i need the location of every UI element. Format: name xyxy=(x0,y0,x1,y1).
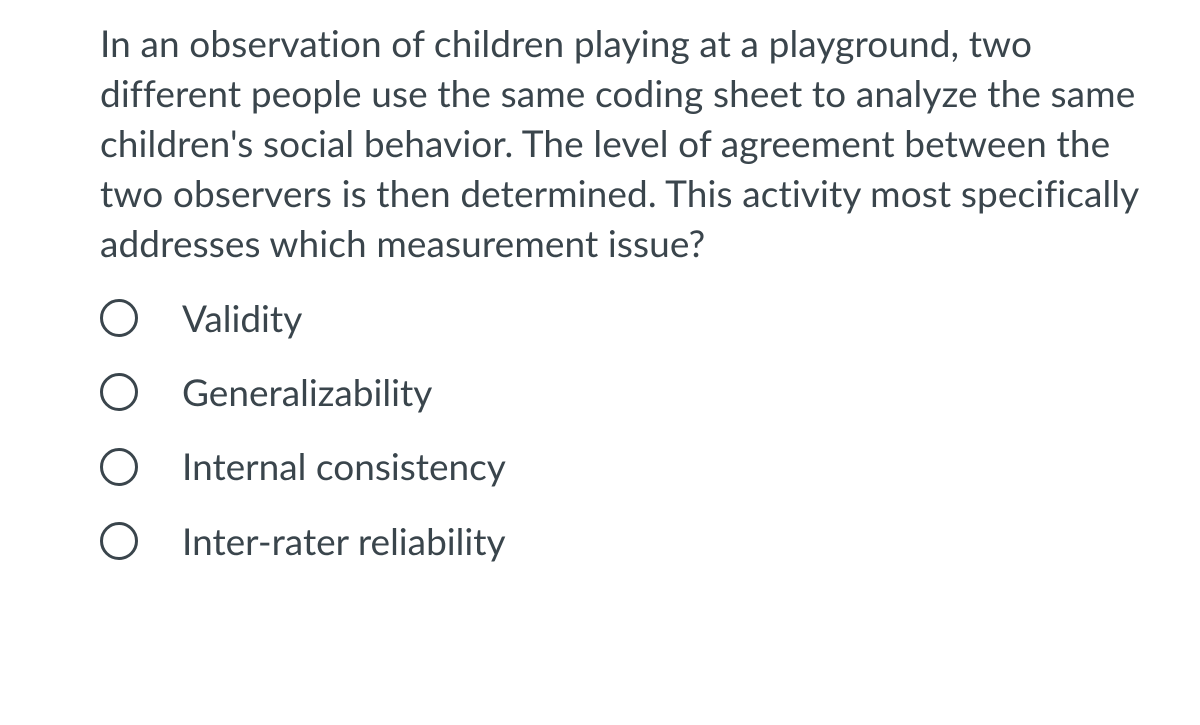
option-label: Validity xyxy=(182,296,302,340)
question-container: In an observation of children playing at… xyxy=(0,0,1200,563)
radio-icon xyxy=(100,373,138,411)
option-validity[interactable]: Validity xyxy=(100,296,1140,340)
option-generalizability[interactable]: Generalizability xyxy=(100,370,1140,414)
radio-icon xyxy=(100,299,138,337)
radio-icon xyxy=(100,522,138,560)
option-label: Internal consistency xyxy=(182,444,506,488)
question-text: In an observation of children playing at… xyxy=(100,18,1140,268)
option-internal-consistency[interactable]: Internal consistency xyxy=(100,444,1140,488)
option-inter-rater-reliability[interactable]: Inter-rater reliability xyxy=(100,519,1140,563)
radio-icon xyxy=(100,448,138,486)
options-group: Validity Generalizability Internal consi… xyxy=(100,296,1140,564)
option-label: Inter-rater reliability xyxy=(182,519,506,563)
option-label: Generalizability xyxy=(182,370,432,414)
